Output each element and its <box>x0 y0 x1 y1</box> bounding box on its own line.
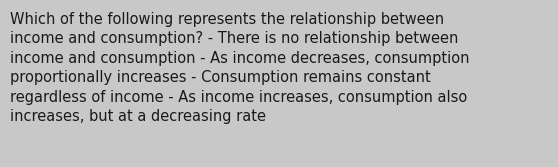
Text: Which of the following represents the relationship between
income and consumptio: Which of the following represents the re… <box>10 12 469 124</box>
